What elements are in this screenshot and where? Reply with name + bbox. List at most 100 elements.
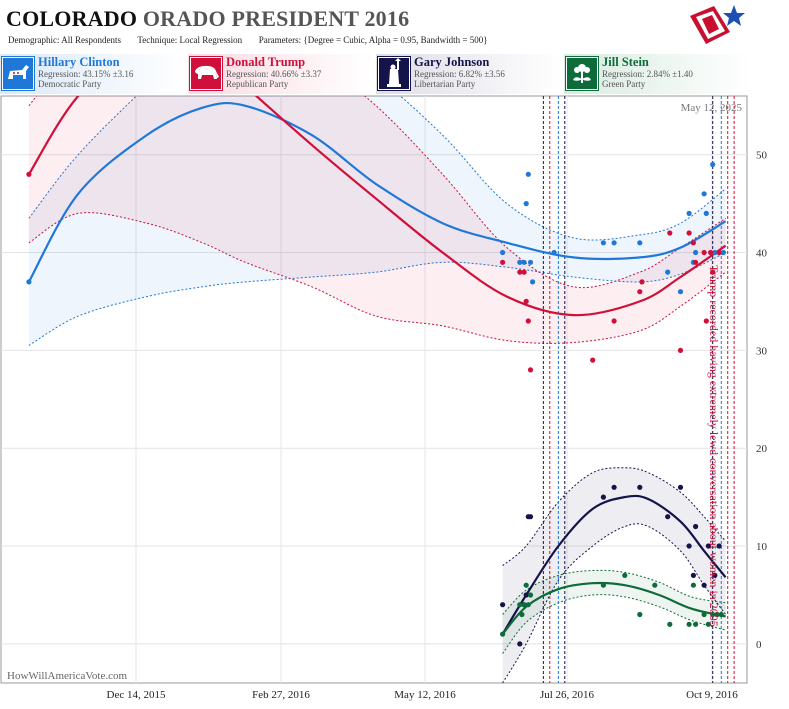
poll-point <box>517 641 523 647</box>
poll-point <box>527 514 534 520</box>
elephant-icon <box>189 56 223 91</box>
poll-point <box>523 298 529 304</box>
poll-point <box>690 572 697 579</box>
poll-point <box>521 269 527 275</box>
poll-point <box>720 249 727 256</box>
poll-point <box>677 484 684 490</box>
band-upper-line <box>502 467 726 566</box>
poll-point <box>637 240 643 246</box>
band-lower-line <box>502 594 726 654</box>
poll-point <box>701 611 707 618</box>
poll-point <box>705 621 712 627</box>
poll-point <box>521 602 527 608</box>
y-tick-label: 0 <box>756 639 762 651</box>
poll-point <box>500 249 506 256</box>
poll-point <box>500 602 506 608</box>
candidate-name: Gary Johnson <box>414 55 490 69</box>
x-tick-label: Jul 26, 2016 <box>540 689 595 701</box>
site-logo-icon <box>690 5 745 44</box>
poll-point <box>611 240 617 246</box>
band-lower-line <box>502 523 727 683</box>
y-tick-label: 20 <box>756 443 768 455</box>
candidate-party: Libertarian Party <box>414 79 476 89</box>
title-state: COLORADO <box>6 6 138 31</box>
title-race: ORADO PRESIDENT 2016 <box>142 6 410 31</box>
poll-point <box>652 582 658 588</box>
poll-point <box>639 279 645 285</box>
poll-point <box>637 289 643 295</box>
poll-point <box>590 357 596 363</box>
poll-point <box>712 249 718 256</box>
poll-point <box>500 259 506 265</box>
poll-point <box>622 572 628 579</box>
demographic-label: Demographic: <box>8 35 60 45</box>
poll-point <box>690 582 697 588</box>
candidate-name: Jill Stein <box>602 55 649 69</box>
trend-line <box>27 96 727 317</box>
band-upper-line <box>28 96 726 241</box>
candidate-name: Hillary Clinton <box>38 55 120 69</box>
poll-point <box>701 249 707 256</box>
band-lower-line <box>28 212 726 344</box>
x-tick-label: Dec 14, 2015 <box>107 689 166 701</box>
poll-point <box>637 611 643 618</box>
trend-line <box>501 494 727 635</box>
poll-point <box>500 631 506 637</box>
poll-point <box>716 249 722 256</box>
poll-point <box>519 611 525 618</box>
poll-point <box>686 621 692 627</box>
poll-chart: 0 10 20 30 40 50 Dec 14, 2015 Feb 27, 2016 May 1… <box>0 95 768 701</box>
poll-point <box>667 230 673 236</box>
poll-point <box>527 259 534 265</box>
poll-point <box>517 259 523 265</box>
parameters-line: Demographic: All Respondents Technique: … <box>8 35 488 45</box>
poll-point <box>686 230 692 236</box>
y-tick-label: 30 <box>756 345 768 357</box>
poll-point <box>693 259 699 265</box>
legend-johnson: Gary Johnson Regression: 6.82% ±3.56 Lib… <box>376 54 562 94</box>
poll-point <box>26 279 32 285</box>
x-tick-label: May 12, 2016 <box>394 689 456 701</box>
x-tick-label: Oct 9, 2016 <box>686 689 738 701</box>
poll-point <box>525 602 531 608</box>
poll-point <box>525 318 531 324</box>
poll-point <box>551 249 557 256</box>
flower-icon <box>565 56 599 91</box>
poll-point <box>710 269 716 275</box>
candidate-regression: Regression: 6.82% ±3.56 <box>414 69 505 79</box>
poll-point <box>26 171 32 177</box>
candidate-regression: Regression: 2.84% ±1.40 <box>602 69 693 79</box>
confidence-band <box>28 96 726 344</box>
candidate-party: Democratic Party <box>38 79 102 89</box>
poll-point <box>521 259 527 265</box>
candidate-regression: Regression: 40.66% ±3.37 <box>226 69 322 79</box>
poll-point <box>665 514 671 520</box>
poll-point <box>693 249 699 256</box>
poll-point <box>530 279 536 285</box>
legend-trump: Donald Trump Regression: 40.66% ±3.37 Re… <box>188 54 374 94</box>
parameters-label: Parameters: <box>258 35 302 45</box>
event-annotation: Trump recorded having extremely lewd con… <box>707 265 721 627</box>
plot-frame <box>0 95 748 684</box>
confidence-band <box>28 96 726 346</box>
watermark: HowWillAmericaVote.com <box>7 670 127 682</box>
poll-point <box>611 318 617 324</box>
trend-line <box>27 101 727 283</box>
poll-point <box>523 592 529 598</box>
x-tick-label: Feb 27, 2016 <box>252 689 310 701</box>
poll-point <box>517 269 523 275</box>
candidate-party: Green Party <box>602 79 646 89</box>
poll-point <box>693 621 699 627</box>
poll-point <box>710 161 716 168</box>
statue-of-liberty-icon <box>377 56 411 91</box>
y-tick-label: 10 <box>756 541 768 553</box>
poll-point <box>600 582 607 588</box>
y-tick-label: 40 <box>756 248 768 260</box>
poll-point <box>611 484 617 490</box>
parameters-value: {Degree = Cubic, Alpha = 0.95, Bandwidth… <box>303 35 488 45</box>
chart-header: COLORADO ORADO PRESIDENT 2016 Demographi… <box>0 0 789 52</box>
poll-point <box>718 611 724 618</box>
poll-point <box>667 621 673 627</box>
chart-area: 0 10 20 30 40 50 Dec 14, 2015 Feb 27, 2016 May 1… <box>0 94 789 704</box>
poll-point <box>701 582 707 588</box>
